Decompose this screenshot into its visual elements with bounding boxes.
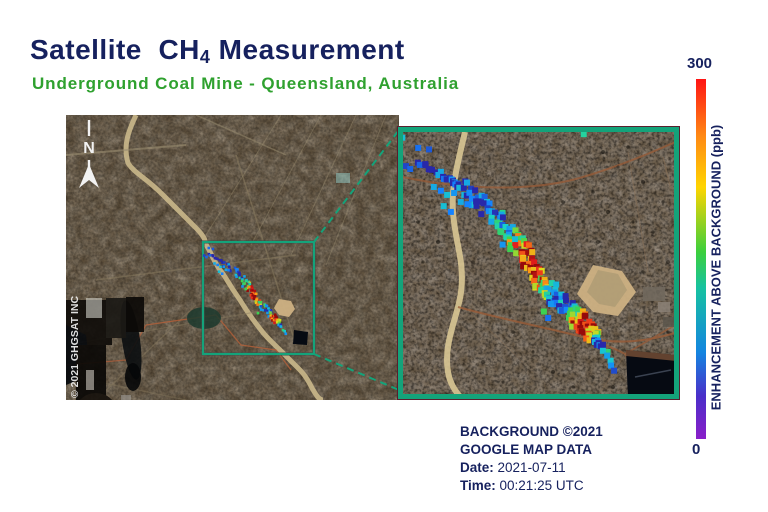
svg-text:N: N (83, 140, 95, 157)
svg-text:© 2021 GHGSAT INC: © 2021 GHGSAT INC (69, 296, 81, 398)
